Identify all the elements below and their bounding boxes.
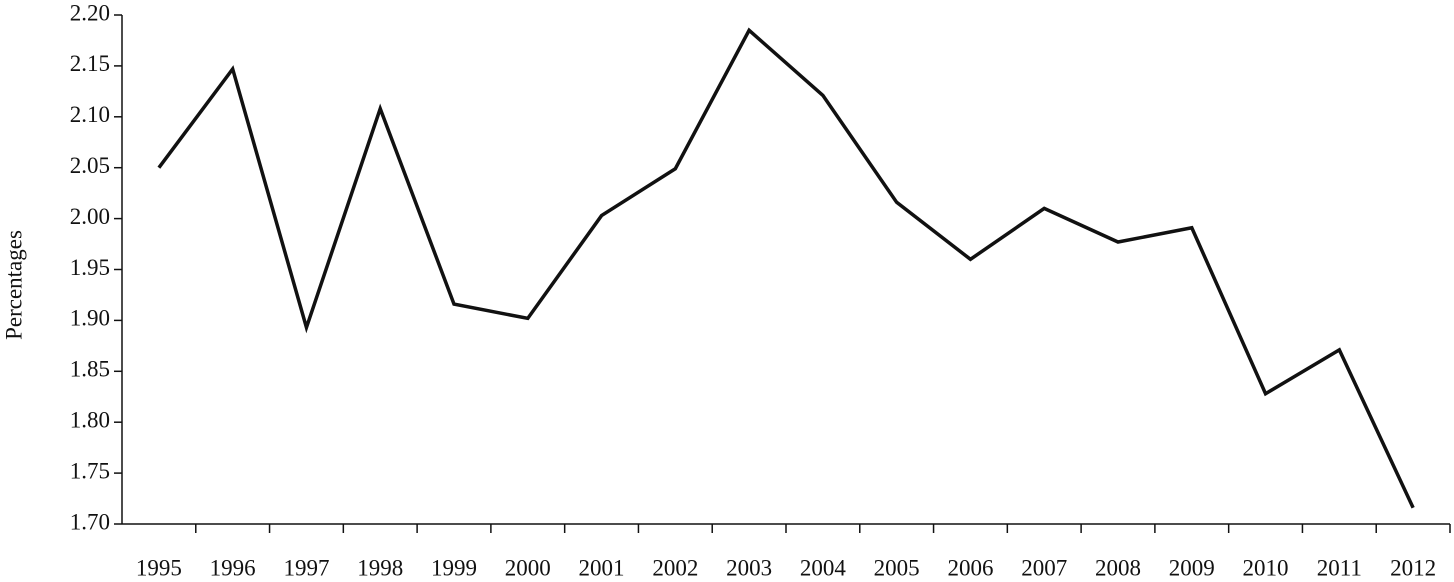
x-tick-label: 1998: [357, 555, 403, 580]
y-tick-label: 1.80: [70, 407, 110, 432]
y-tick-label: 2.05: [70, 153, 110, 178]
x-tick-label: 2010: [1243, 555, 1289, 580]
y-tick-label: 1.70: [70, 509, 110, 534]
y-tick-label: 1.75: [70, 458, 110, 483]
x-tick-label: 1999: [431, 555, 477, 580]
y-tick-label: 2.10: [70, 102, 110, 127]
x-tick-label: 2007: [1021, 555, 1067, 580]
x-tick-label: 2004: [800, 555, 847, 580]
data-line: [157, 27, 1415, 509]
y-tick-label: 1.95: [70, 255, 110, 280]
x-tick-label: 2005: [874, 555, 920, 580]
x-tick-label: 2006: [947, 555, 993, 580]
x-tick-label: 2001: [579, 555, 625, 580]
x-tick-label: 2012: [1390, 555, 1436, 580]
y-tick-label: 1.90: [70, 306, 110, 331]
x-tick-label: 2011: [1317, 555, 1362, 580]
y-axis-label: Percentages: [1, 230, 26, 340]
y-tick-label: 1.85: [70, 357, 110, 382]
x-tick-label: 1995: [136, 555, 182, 580]
y-tick-label: 2.15: [70, 51, 110, 76]
x-tick-label: 2008: [1095, 555, 1141, 580]
y-tick-label: 2.00: [70, 204, 110, 229]
x-tick-label: 2000: [505, 555, 551, 580]
x-tick-label: 2002: [652, 555, 698, 580]
x-tick-label: 2003: [726, 555, 772, 580]
x-tick-label: 1997: [283, 555, 329, 580]
x-tick-label: 2009: [1169, 555, 1215, 580]
x-tick-label: 1996: [210, 555, 256, 580]
y-tick-label: 2.20: [70, 0, 110, 25]
